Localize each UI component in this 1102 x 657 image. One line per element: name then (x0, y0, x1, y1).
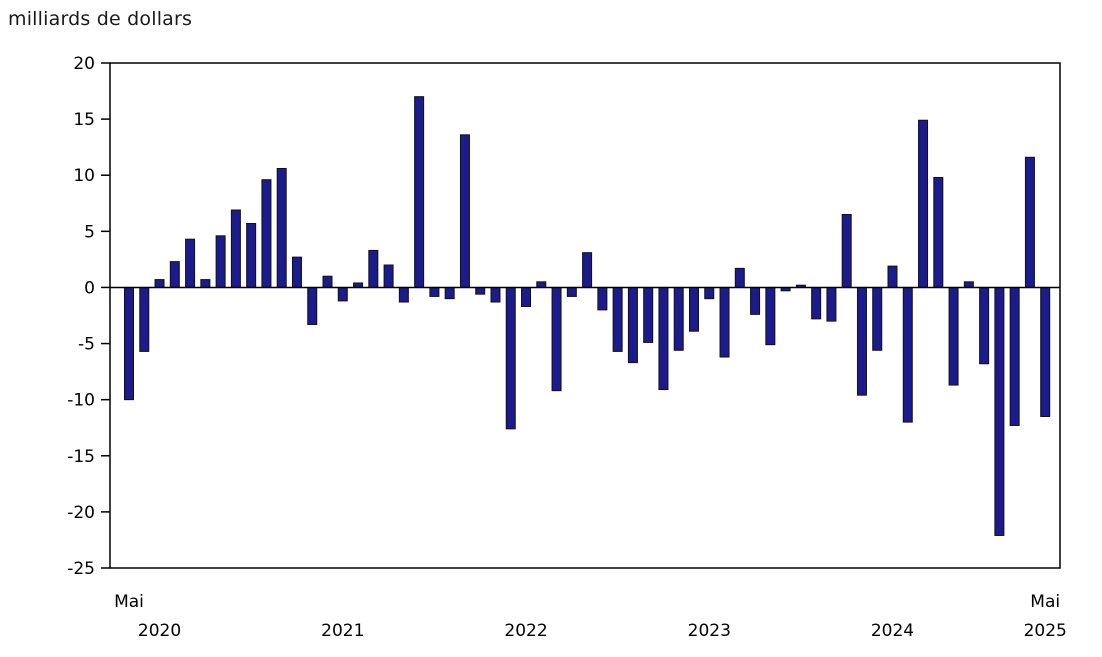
x-axis-label-month: Mai (114, 592, 144, 612)
bar-févr-2024 (811, 286, 822, 320)
bar-sept-2022 (551, 286, 562, 392)
x-axis-label-year: 2025 (1024, 621, 1067, 641)
bar-juil-2021 (337, 286, 348, 302)
bar-août-2022 (536, 281, 547, 288)
bar-nov-2021 (398, 286, 409, 303)
bar-févr-2023 (627, 286, 638, 364)
x-axis-label-year: 2024 (871, 621, 914, 641)
bar-mai-2025 (1040, 286, 1051, 417)
bar-oct-2021 (383, 264, 394, 288)
bar-mai-2020 (124, 286, 134, 401)
bar-oct-2020 (200, 279, 211, 288)
bar-oct-2024 (933, 176, 944, 288)
bar-févr-2021 (261, 179, 272, 288)
y-tick-label: -25 (67, 559, 95, 579)
bar-juil-2020 (154, 279, 165, 288)
x-axis-label-year: 2021 (321, 621, 364, 641)
bar-déc-2024 (963, 281, 974, 288)
bar-juin-2024 (872, 286, 883, 351)
bar-mars-2025 (1009, 286, 1020, 426)
y-tick-label: 5 (84, 222, 95, 242)
bar-oct-2023 (750, 286, 761, 315)
bar-mars-2023 (643, 286, 654, 343)
bar-mars-2022 (459, 134, 470, 288)
y-tick-label: -10 (67, 391, 95, 411)
bar-avr-2025 (1024, 156, 1035, 288)
bar-déc-2022 (597, 286, 608, 311)
chart-title: milliards de dollars (8, 8, 193, 30)
bar-mars-2024 (826, 286, 837, 322)
bar-avr-2024 (841, 214, 852, 288)
bar-nov-2020 (215, 235, 226, 288)
plot-frame (109, 62, 1061, 569)
y-tick-label: -5 (78, 335, 95, 355)
bar-avr-2021 (291, 256, 302, 288)
bar-déc-2021 (414, 96, 425, 288)
y-tick-label: 15 (73, 110, 95, 130)
bar-sept-2021 (368, 249, 379, 288)
bar-juil-2023 (704, 286, 715, 300)
bar-juin-2023 (688, 286, 699, 332)
bar-avr-2022 (475, 286, 486, 295)
y-tick-label: 0 (84, 278, 95, 298)
bar-janv-2022 (429, 286, 440, 297)
bar-mai-2023 (673, 286, 684, 351)
y-tick-label: 20 (73, 54, 95, 74)
bar-sept-2024 (918, 119, 929, 288)
bar-nov-2023 (765, 286, 776, 346)
bar-févr-2022 (444, 286, 455, 300)
bar-févr-2025 (994, 286, 1005, 536)
bar-août-2023 (719, 286, 730, 358)
bar-sept-2023 (734, 267, 745, 288)
bar-nov-2024 (948, 286, 959, 386)
bar-janv-2021 (246, 222, 257, 288)
x-axis-label-year: 2020 (138, 621, 181, 641)
y-tick-label: 10 (73, 166, 95, 186)
bar-déc-2020 (230, 209, 241, 288)
bar-nov-2022 (582, 252, 593, 288)
bar-janv-2023 (612, 286, 623, 352)
bar-mai-2024 (856, 286, 867, 396)
bar-mai-2021 (307, 286, 318, 325)
bar-mars-2021 (276, 167, 287, 288)
bar-juin-2021 (322, 275, 333, 288)
bar-sept-2020 (185, 238, 196, 288)
bar-mai-2022 (490, 286, 501, 303)
bar-oct-2022 (566, 286, 577, 297)
bar-janv-2025 (979, 286, 990, 365)
bar-avr-2023 (658, 286, 669, 391)
y-tick-label: -20 (67, 503, 95, 523)
x-axis-label-year: 2023 (688, 621, 731, 641)
bar-juil-2024 (887, 265, 898, 288)
bar-juil-2022 (521, 286, 532, 308)
x-axis-label-month: Mai (1030, 592, 1060, 612)
y-tick-label: -15 (67, 447, 95, 467)
bar-juin-2020 (139, 286, 150, 352)
x-axis-label-year: 2022 (504, 621, 547, 641)
bar-août-2020 (169, 261, 180, 288)
bar-août-2024 (902, 286, 913, 423)
bar-juin-2022 (505, 286, 516, 430)
